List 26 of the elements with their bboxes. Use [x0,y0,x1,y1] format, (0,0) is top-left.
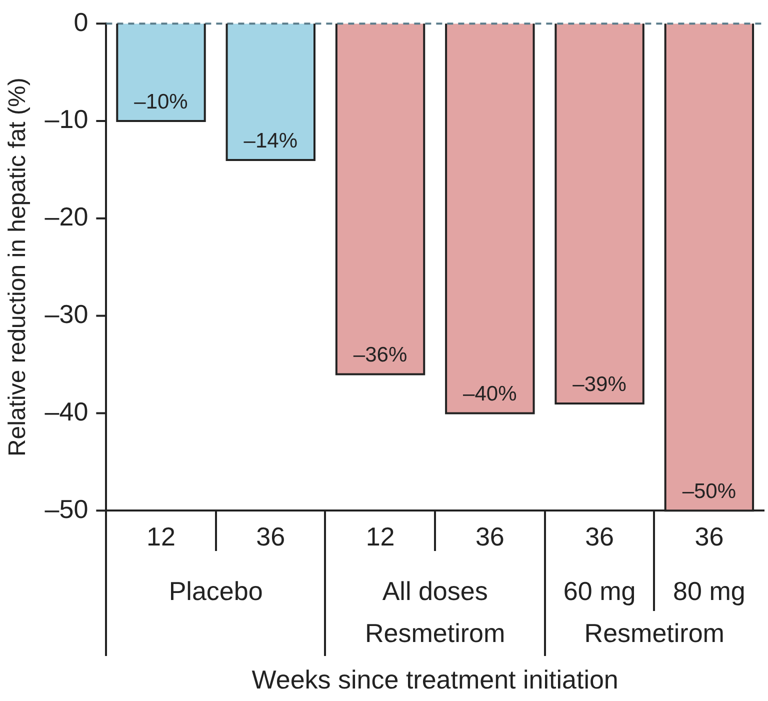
x-tick-label: 36 [256,521,286,552]
text: Resmetirom [365,618,506,648]
x-tick-label: 36 [694,521,724,552]
text: Placebo [168,576,263,606]
x-axis-title: Weeks since treatment initiation [252,664,618,695]
x-tick-label: 12 [146,521,176,552]
x-tick-label: 12 [366,521,395,552]
x-tick-label: 36 [585,521,614,552]
y-tick-label: –30 [44,298,88,329]
y-tick-label: –20 [44,202,88,232]
data-label: –36% [353,344,408,367]
text: All doses [382,576,488,606]
data-label: –50% [682,480,736,503]
text: Resmetirom [584,618,724,648]
text: 80 mg [673,576,746,606]
data-label: –10% [134,90,188,114]
y-tick-label: 0 [74,6,88,37]
y-axis-title: Relative reduction in hepatic fat (%) [4,78,32,457]
data-label: –14% [244,129,298,152]
data-label: –39% [572,372,626,396]
y-tick-label: –50 [44,494,88,524]
data-label: –40% [463,382,517,406]
x-tick-label: 36 [475,521,504,552]
y-tick-label: –40 [44,396,88,426]
text: 60 mg [563,576,636,606]
y-tick-label: –10 [44,104,88,134]
